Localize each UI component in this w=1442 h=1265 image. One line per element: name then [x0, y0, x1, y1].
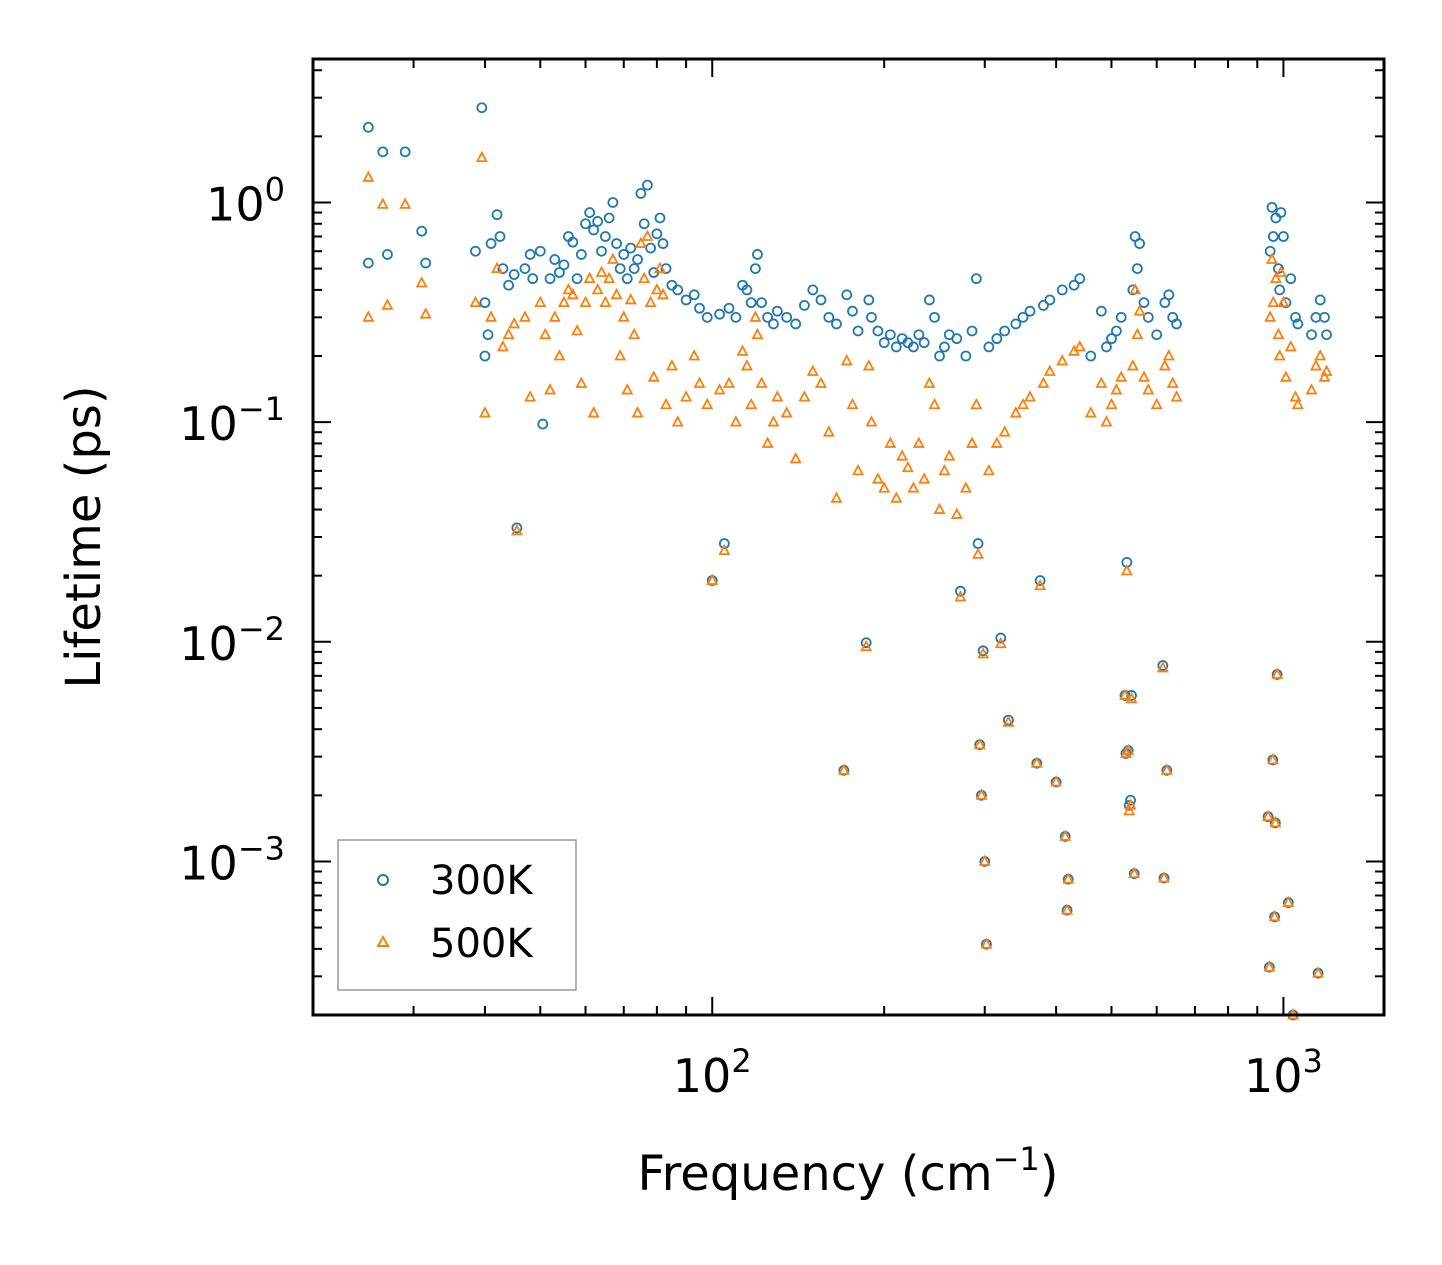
legend-label-300K: 300K: [430, 858, 534, 904]
x-axis-title-suffix: ): [1040, 1146, 1059, 1202]
legend: 300K 500K: [338, 840, 576, 990]
y-axis-title: Lifetime (ps): [56, 385, 112, 688]
x-axis-title-main: Frequency (cm: [637, 1146, 992, 1202]
x-axis-title-sup: −1: [993, 1140, 1040, 1178]
lifetime-frequency-chart: 102 103 10010−110−210−3 Frequency (cm−1) …: [0, 0, 1442, 1265]
legend-label-500K: 500K: [430, 921, 534, 967]
